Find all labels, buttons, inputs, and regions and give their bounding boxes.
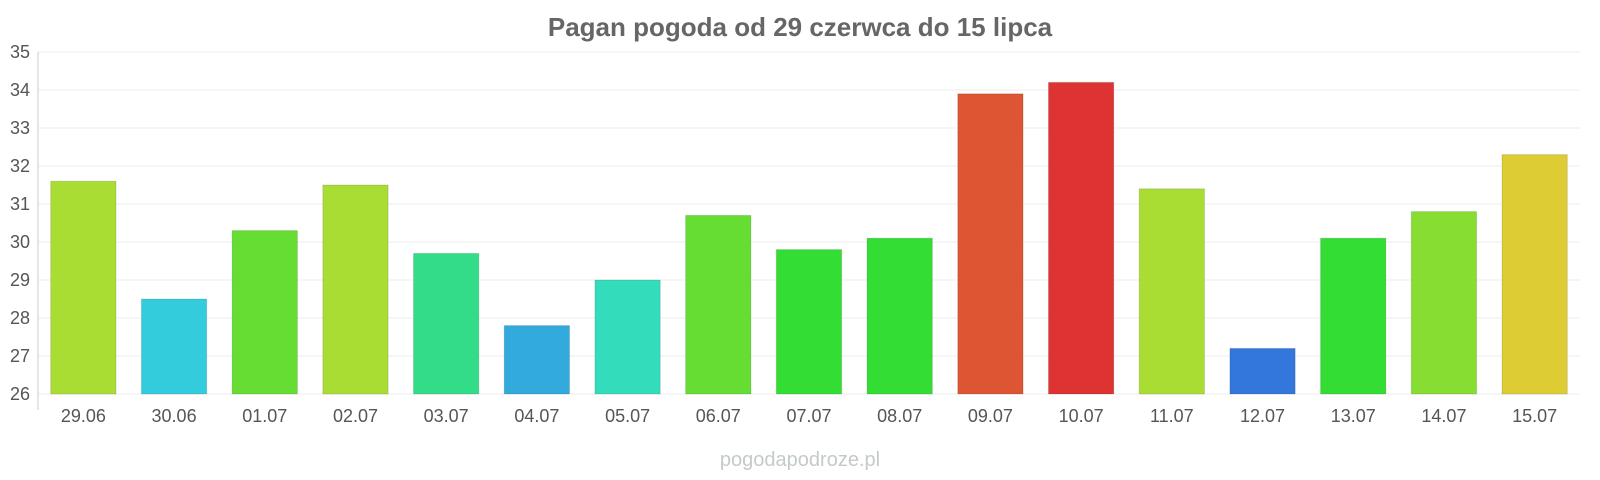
bar-03.07[interactable] (413, 252, 480, 395)
bar-04.07[interactable] (503, 325, 571, 395)
y-tick-label: 34 (10, 80, 30, 100)
y-tick-label: 35 (10, 42, 30, 62)
x-tick-label: 07.07 (786, 406, 831, 426)
bar-07.07[interactable] (775, 249, 843, 395)
y-tick-label: 29 (10, 270, 30, 290)
bar-14.07[interactable] (1410, 211, 1478, 395)
bar-29.06[interactable] (50, 180, 117, 395)
x-tick-label: 11.07 (1150, 406, 1194, 426)
x-tick-label: 10.07 (1059, 406, 1104, 426)
x-tick-label: 06.07 (696, 406, 741, 426)
x-tick-label: 29.06 (61, 406, 106, 426)
bar-05.07[interactable] (594, 279, 661, 395)
bar-02.07[interactable] (322, 184, 389, 395)
x-tick-label: 04.07 (514, 406, 559, 426)
bar-11.07[interactable] (1138, 188, 1205, 395)
bar-15.07[interactable] (1501, 154, 1568, 395)
y-tick-label: 27 (10, 346, 30, 366)
x-tick-label: 01.07 (242, 406, 287, 426)
y-tick-label: 28 (10, 308, 30, 328)
bar-12.07[interactable] (1229, 347, 1296, 395)
bar-09.07[interactable] (957, 93, 1024, 395)
x-tick-label: 02.07 (333, 406, 378, 426)
bar-01.07[interactable] (231, 230, 298, 395)
bar-13.07[interactable] (1320, 237, 1387, 395)
x-tick-label: 08.07 (877, 406, 922, 426)
y-tick-label: 30 (10, 232, 30, 252)
x-tick-label: 03.07 (424, 406, 469, 426)
x-tick-label: 13.07 (1331, 406, 1376, 426)
x-tick-label: 30.06 (152, 406, 197, 426)
y-tick-label: 33 (10, 118, 30, 138)
x-tick-label: 12.07 (1240, 406, 1285, 426)
x-tick-label: 15.07 (1512, 406, 1557, 426)
bar-08.07[interactable] (866, 237, 933, 395)
y-tick-label: 26 (10, 384, 30, 404)
watermark: pogodapodroze.pl (719, 449, 881, 471)
x-tick-label: 05.07 (605, 406, 650, 426)
bar-06.07[interactable] (685, 214, 752, 395)
bars (50, 81, 1568, 395)
x-tick-label: 14.07 (1421, 406, 1466, 426)
bar-10.07[interactable] (1047, 81, 1115, 395)
x-tick-label: 09.07 (968, 406, 1013, 426)
chart-title: Pagan pogoda od 29 czerwca do 15 lipca (547, 12, 1053, 42)
bar-30.06[interactable] (140, 298, 208, 395)
x-axis-ticks: 29.06 30.06 01.07 02.07 03.07 04.07 05.07 06.07… (61, 406, 1557, 426)
y-tick-label: 32 (10, 156, 30, 176)
y-tick-label: 31 (10, 194, 30, 214)
y-axis-ticks: 26 27 28 29 30 31 32 33 34 35 (10, 42, 30, 404)
